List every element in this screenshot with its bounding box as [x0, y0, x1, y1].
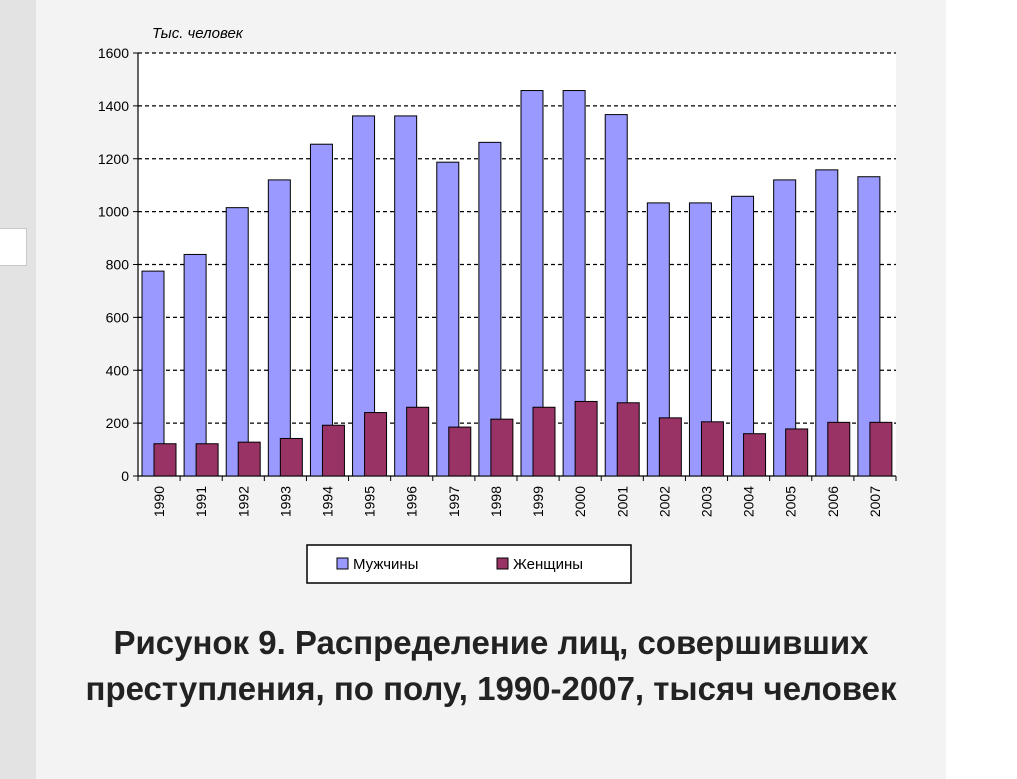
bar-men-2000: [562, 90, 586, 477]
bar-men-2002: [646, 202, 670, 477]
bar-women-1999: [532, 406, 556, 477]
x-tick-label-2001: 2001: [614, 486, 630, 517]
bar-women-2004: [743, 433, 767, 477]
bar-women-1997: [448, 426, 472, 477]
x-tick-label-2004: 2004: [741, 486, 757, 517]
x-tick-label-2007: 2007: [867, 486, 883, 517]
y-tick-label-1400: 1400: [98, 98, 129, 114]
x-tick-label-1999: 1999: [530, 486, 546, 517]
right-margin: [946, 0, 1017, 779]
bar-women-2007: [869, 421, 893, 477]
bar-chart: 0 200 400 600 800 1000 1200 1400 1600 Тыс. челове…: [98, 25, 897, 584]
y-tick-label-0: 0: [121, 468, 129, 484]
bar-women-1991: [195, 443, 219, 477]
bar-women-2001: [616, 402, 640, 477]
x-tick-label-1991: 1991: [193, 486, 209, 517]
x-tick-label-2002: 2002: [656, 486, 672, 517]
bar-men-1994: [309, 143, 333, 477]
figure-caption: Рисунок 9. Распределение лиц, совершивши…: [85, 624, 897, 707]
bar-women-1992: [237, 441, 261, 477]
bar-women-1994: [321, 424, 345, 477]
legend-label-men: Мужчины: [353, 556, 418, 573]
bar-women-1990: [153, 443, 177, 477]
bar-men-2006: [815, 169, 839, 477]
bar-men-1998: [478, 141, 502, 477]
x-tick-label-1998: 1998: [488, 486, 504, 517]
bar-men-1993: [267, 179, 291, 477]
y-tick-label-800: 800: [106, 257, 130, 273]
bar-women-2003: [700, 421, 724, 477]
bar-men-1999: [520, 90, 544, 477]
bar-men-1996: [394, 115, 418, 477]
bar-women-1995: [364, 412, 388, 477]
x-tick-label-2000: 2000: [572, 486, 588, 517]
bar-men-1992: [225, 207, 249, 477]
bar-men-2005: [773, 179, 797, 477]
bar-men-2003: [688, 202, 712, 477]
y-tick-label-400: 400: [106, 362, 130, 378]
bar-women-1998: [490, 418, 514, 477]
x-tick-label-1992: 1992: [235, 486, 251, 517]
left-panel-tab[interactable]: [0, 228, 27, 266]
y-tick-label-1600: 1600: [98, 45, 129, 61]
bar-women-2002: [658, 417, 682, 477]
bar-women-2005: [785, 428, 809, 477]
x-tick-label-1996: 1996: [404, 486, 420, 517]
y-tick-label-600: 600: [106, 309, 130, 325]
x-tick-label-1994: 1994: [320, 486, 336, 517]
x-tick-label-2003: 2003: [699, 486, 715, 517]
x-tick-label-1993: 1993: [277, 486, 293, 517]
x-tick-label-1995: 1995: [362, 486, 378, 517]
legend-swatch-men: [336, 557, 349, 570]
bar-women-1996: [406, 406, 430, 477]
bar-men-2007: [857, 176, 881, 477]
bar-women-2006: [827, 421, 851, 477]
bar-men-2001: [604, 114, 628, 477]
bar-men-2004: [731, 195, 755, 477]
bar-women-1993: [279, 437, 303, 477]
x-tick-label-1990: 1990: [151, 486, 167, 517]
y-axis-title: Тыс. человек: [152, 25, 244, 42]
y-tick-label-1200: 1200: [98, 151, 129, 167]
bar-women-2000: [574, 400, 598, 477]
legend-label-women: Женщины: [513, 556, 583, 573]
x-tick-label-1997: 1997: [446, 486, 462, 517]
left-sidebar-strip: [0, 0, 36, 779]
legend-swatch-women: [496, 557, 509, 570]
y-tick-label-1000: 1000: [98, 204, 129, 220]
y-tick-label-200: 200: [106, 415, 130, 431]
x-tick-label-2006: 2006: [825, 486, 841, 517]
legend-box: [306, 544, 632, 584]
bar-men-1995: [352, 115, 376, 477]
bar-men-1997: [436, 161, 460, 477]
bar-men-1991: [183, 253, 207, 477]
bar-men-1990: [141, 270, 165, 477]
x-tick-label-2005: 2005: [783, 486, 799, 517]
